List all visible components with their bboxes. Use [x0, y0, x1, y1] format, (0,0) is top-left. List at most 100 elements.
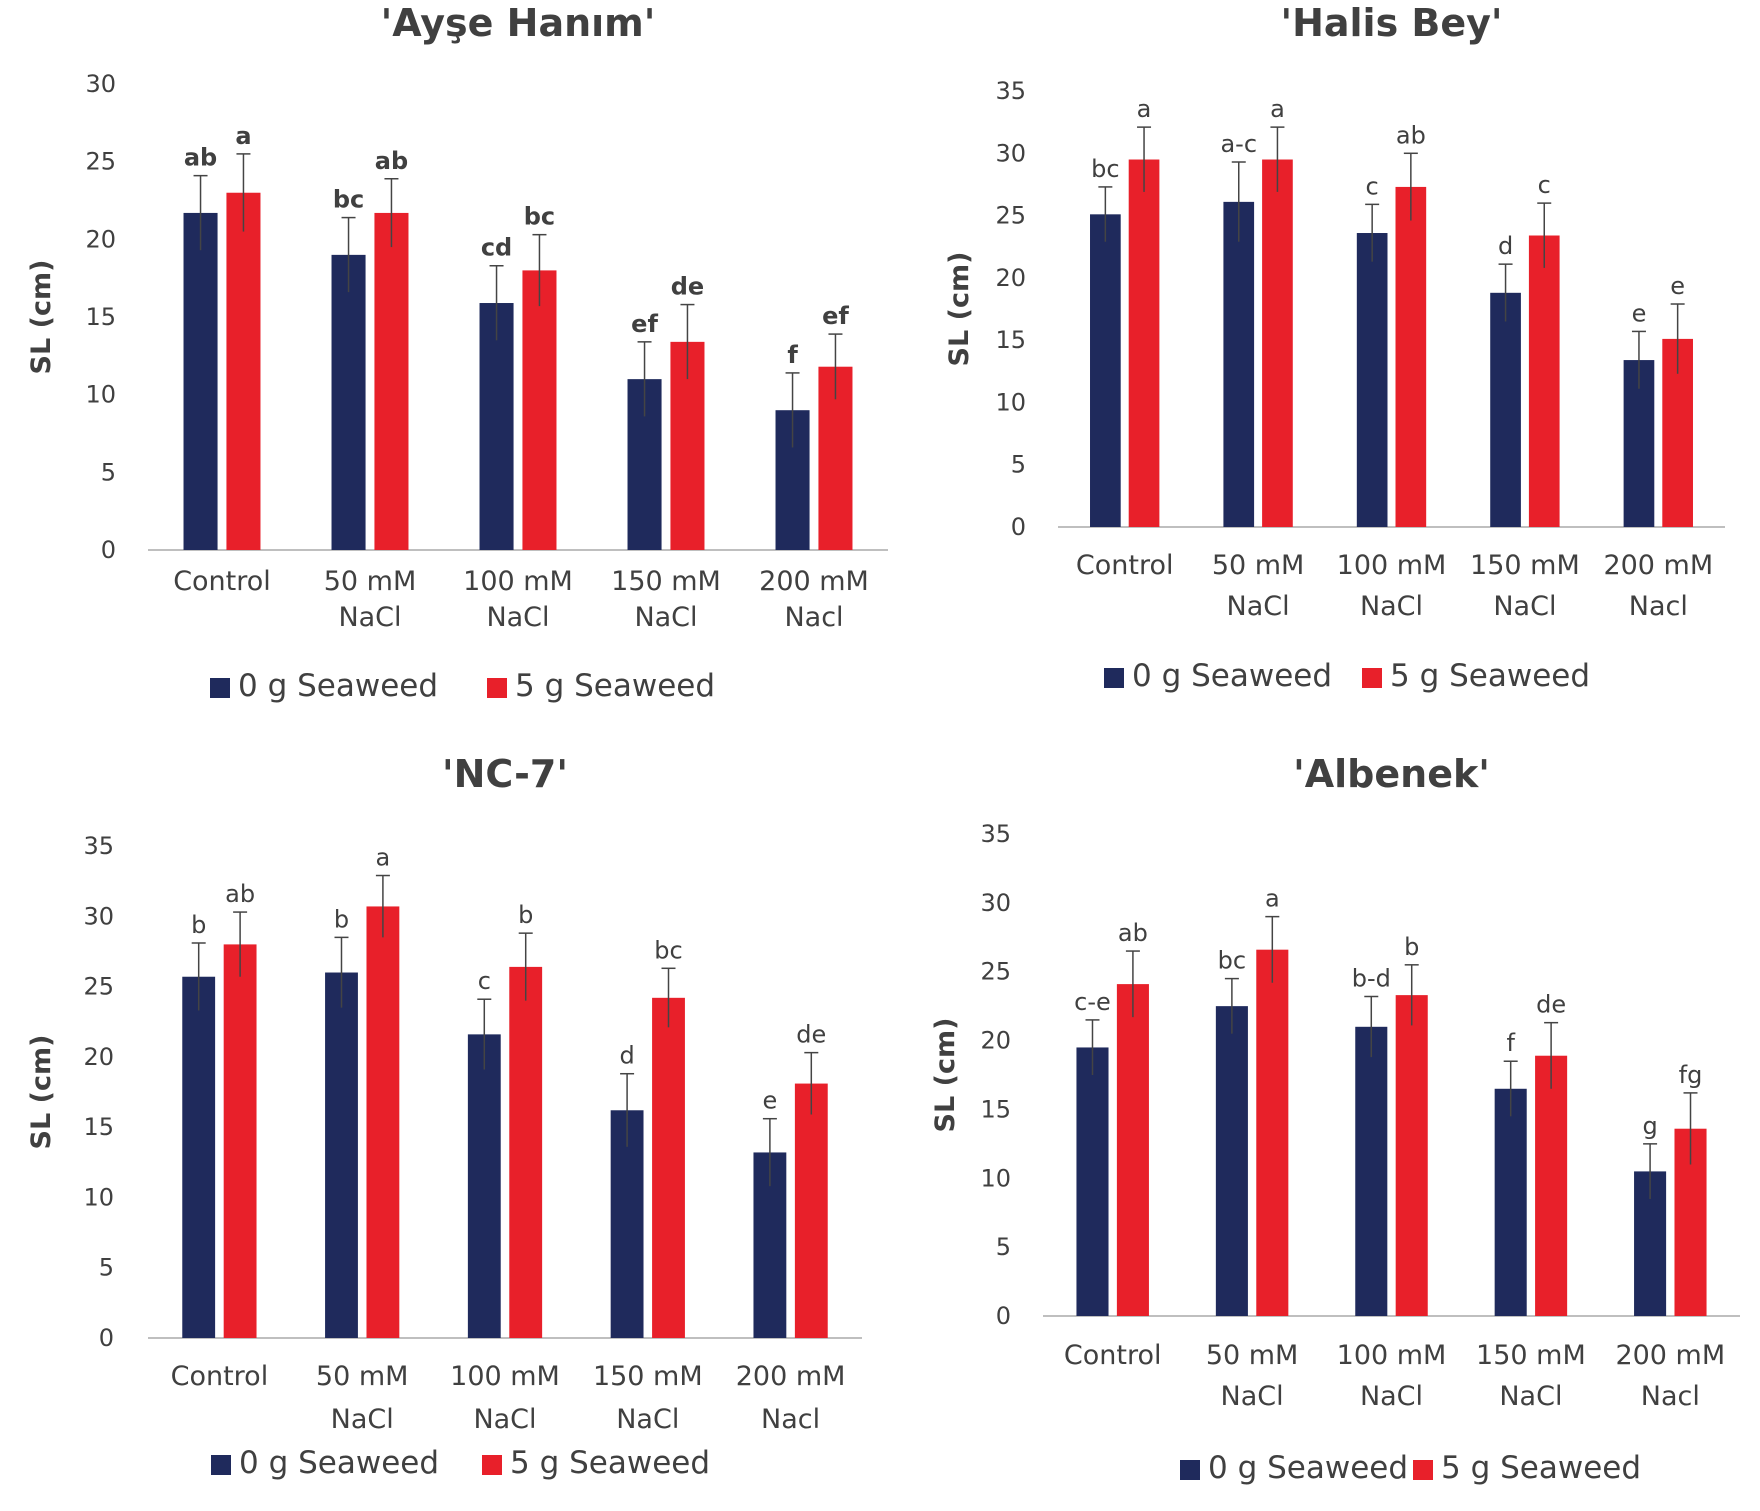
x-category-label: 150 mM	[593, 1361, 703, 1392]
significance-label: de	[796, 1021, 826, 1049]
y-tick-label: 15	[85, 303, 116, 331]
legend-swatch-5g	[1362, 668, 1382, 688]
bar-0g-seaweed	[1355, 1026, 1388, 1316]
legend-swatch-0g	[1180, 1460, 1200, 1480]
legend-label-0g: 0 g Seaweed	[238, 668, 438, 704]
significance-label: b	[1404, 933, 1419, 961]
y-tick-label: 25	[980, 958, 1011, 986]
legend-label-5g: 5 g Seaweed	[515, 668, 715, 704]
y-tick-label: 35	[980, 820, 1011, 848]
x-category-label: 150 mM	[1476, 1340, 1586, 1371]
significance-label: c-e	[1074, 988, 1111, 1016]
x-category-label: NaCl	[1499, 1381, 1562, 1412]
significance-label: a-c	[1220, 130, 1257, 158]
y-axis-label: SL (cm)	[944, 252, 975, 367]
x-category-label: Control	[171, 1361, 269, 1392]
legend-swatch-5g	[487, 678, 507, 698]
y-axis-label: SL (cm)	[26, 260, 57, 375]
legend-label-0g: 0 g Seaweed	[1208, 1450, 1408, 1486]
legend-label-5g: 5 g Seaweed	[510, 1445, 710, 1481]
x-category-label: 200 mM	[1615, 1340, 1725, 1371]
x-category-label: NaCl	[338, 602, 401, 633]
significance-label: bc	[1091, 155, 1119, 183]
x-category-label: NaCl	[331, 1404, 394, 1435]
x-category-label: 150 mM	[611, 566, 721, 597]
x-category-label: NaCl	[473, 1404, 536, 1435]
bar-5g-seaweed	[366, 906, 400, 1338]
significance-label: f	[1506, 1029, 1515, 1057]
x-category-label: Control	[173, 566, 271, 597]
x-category-label: Nacl	[784, 602, 843, 633]
x-category-label: 50 mM	[324, 566, 417, 597]
chart-title: 'Albenek'	[1293, 752, 1490, 796]
x-category-label: NaCl	[616, 1404, 679, 1435]
significance-label: ab	[225, 880, 255, 908]
significance-label: e	[1632, 299, 1647, 327]
x-category-label: Control	[1076, 550, 1174, 581]
y-tick-label: 0	[99, 1324, 114, 1352]
bar-0g-seaweed	[1490, 292, 1521, 527]
bar-0g-seaweed	[325, 972, 358, 1338]
legend-label-0g: 0 g Seaweed	[1132, 658, 1332, 694]
significance-label: d	[1498, 232, 1513, 260]
bar-5g-seaweed	[509, 966, 543, 1338]
bar-0g-seaweed	[467, 1034, 501, 1338]
significance-label: ab	[1396, 121, 1426, 149]
y-tick-label: 5	[101, 458, 116, 486]
chart-panel: 'Albenek'SL (cm)05101520253035c-eabContr…	[930, 752, 1740, 1486]
y-tick-label: 5	[99, 1254, 114, 1282]
chart-title: 'NC-7'	[442, 752, 568, 796]
x-category-label: 50 mM	[316, 1361, 409, 1392]
bar-5g-seaweed	[226, 192, 261, 550]
y-tick-label: 30	[85, 70, 116, 98]
y-tick-label: 30	[980, 889, 1011, 917]
y-tick-label: 0	[101, 536, 116, 564]
bar-5g-seaweed	[652, 997, 685, 1338]
y-tick-label: 10	[995, 388, 1026, 416]
significance-label: a	[1265, 885, 1280, 913]
significance-label: b	[334, 905, 349, 933]
significance-label: b-d	[1352, 965, 1391, 993]
bar-0g-seaweed	[610, 1110, 644, 1338]
x-category-label: NaCl	[634, 602, 697, 633]
bar-5g-seaweed	[1262, 159, 1293, 527]
significance-label: a	[1137, 95, 1152, 123]
bar-5g-seaweed	[374, 212, 409, 550]
significance-label: ab	[1118, 919, 1148, 947]
legend-label-0g: 0 g Seaweed	[239, 1445, 439, 1481]
legend-swatch-0g	[210, 678, 230, 698]
chart-title: 'Ayşe Hanım'	[381, 1, 656, 45]
bar-5g-seaweed	[1128, 159, 1160, 527]
x-category-label: 200 mM	[1603, 550, 1713, 581]
significance-label: d	[619, 1042, 634, 1070]
legend-swatch-5g	[1413, 1460, 1433, 1480]
significance-label: bc	[1218, 947, 1246, 975]
y-tick-label: 15	[83, 1113, 114, 1141]
y-tick-label: 5	[996, 1233, 1011, 1261]
bar-0g-seaweed	[1223, 201, 1255, 527]
y-axis-label: SL (cm)	[930, 1018, 961, 1133]
y-tick-label: 0	[996, 1302, 1011, 1330]
chart-title: 'Halis Bey'	[1280, 1, 1502, 45]
bar-5g-seaweed	[1395, 995, 1428, 1316]
bar-5g-seaweed	[1256, 949, 1289, 1316]
bar-0g-seaweed	[1076, 1047, 1109, 1316]
significance-label: fg	[1679, 1061, 1703, 1089]
bar-5g-seaweed	[794, 1083, 828, 1338]
bar-5g-seaweed	[1395, 186, 1427, 528]
bar-0g-seaweed	[182, 976, 216, 1338]
y-tick-label: 30	[995, 139, 1026, 167]
x-category-label: NaCl	[1227, 591, 1290, 622]
significance-label: b	[191, 911, 206, 939]
y-tick-label: 25	[85, 148, 116, 176]
legend-swatch-5g	[482, 1455, 502, 1475]
bar-0g-seaweed	[183, 212, 218, 550]
significance-label: bc	[333, 186, 364, 214]
x-category-label: NaCl	[1493, 591, 1556, 622]
significance-label: ef	[631, 310, 658, 338]
bar-5g-seaweed	[522, 270, 557, 550]
significance-label: c	[1366, 172, 1379, 200]
chart-panel: 'Halis Bey' SL (cm) 0 5 10 15 20 25 30 35 bc a Contr…	[944, 1, 1725, 694]
significance-label: a	[1270, 95, 1285, 123]
